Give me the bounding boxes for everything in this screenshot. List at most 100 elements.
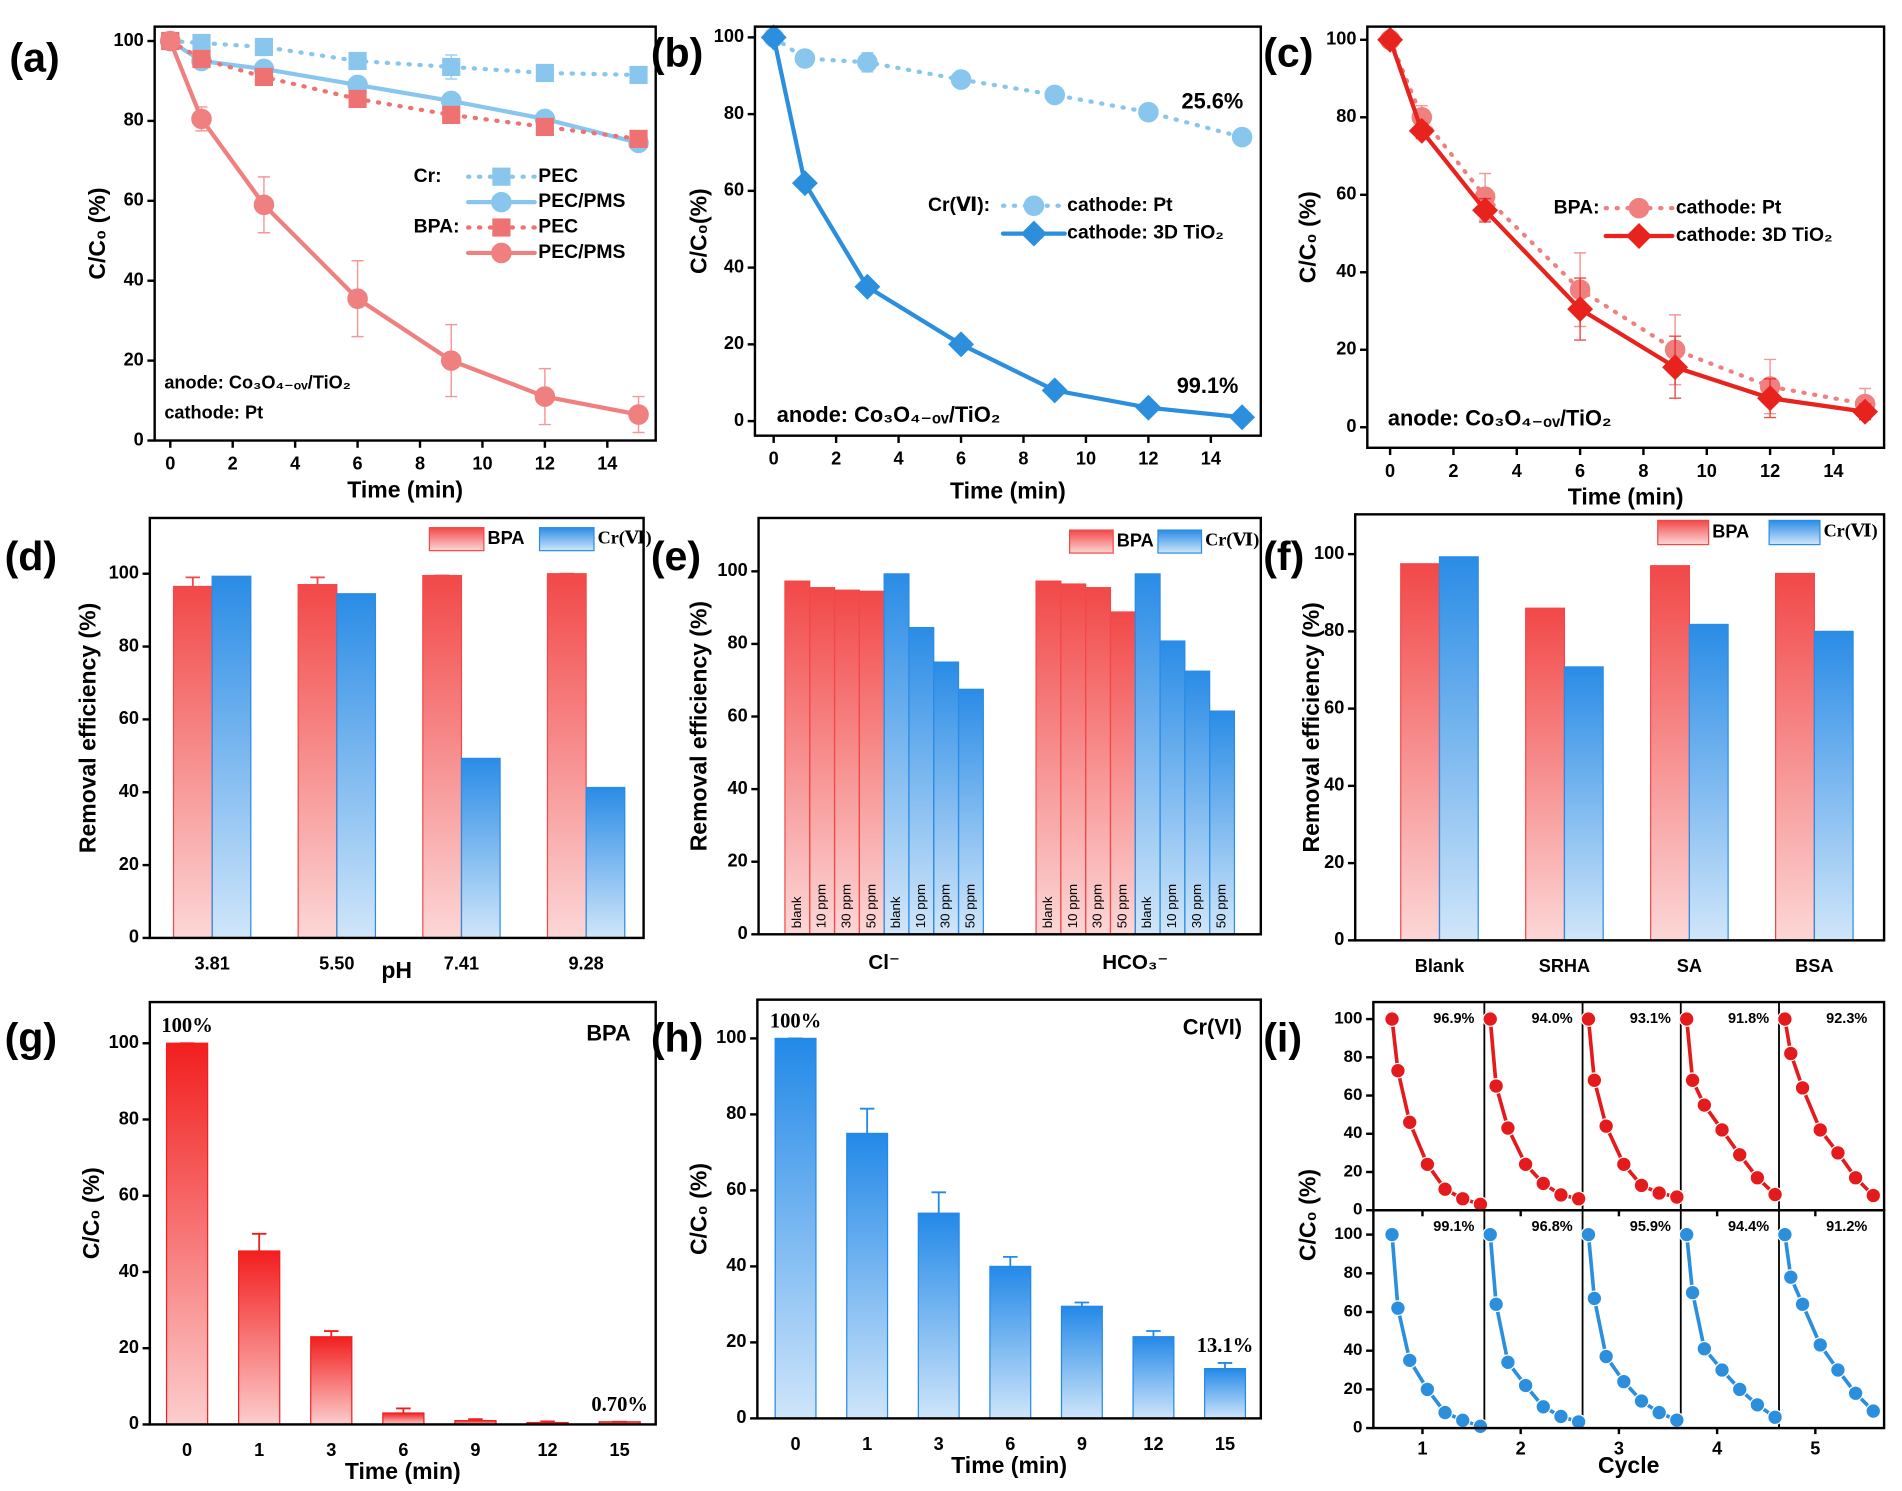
y-tick-label: 80: [1336, 106, 1356, 126]
cycle-point: [1767, 1409, 1783, 1426]
y-tick-label: 100: [109, 1032, 139, 1052]
x-tick-label: 8: [1638, 461, 1648, 481]
cycle-point: [1553, 1408, 1569, 1425]
annotation: anode: Co₃O₄₋ₒᵥ/TiO₂: [1388, 406, 1612, 431]
cycle-label: 94.4%: [1728, 1219, 1769, 1235]
x-tick-label: 2: [1516, 1439, 1526, 1459]
x-axis-label: Time (min): [951, 1452, 1067, 1478]
bar: [297, 584, 338, 939]
bar: [165, 1042, 209, 1426]
cycle-point: [1437, 1181, 1453, 1198]
cycle-point: [1598, 1348, 1615, 1365]
x-tick-label: 9: [1077, 1434, 1087, 1454]
bar: [1650, 565, 1690, 941]
x-tick-label: SRHA: [1539, 956, 1590, 976]
plot-frame: [148, 516, 645, 940]
cycle-point: [1794, 1296, 1811, 1313]
y-tick-label: 60: [1336, 184, 1356, 204]
annotation: anode: Co₃O₄₋ₒᵥ/TiO₂: [164, 372, 350, 392]
bar-sub-label: 10 ppm: [913, 884, 928, 928]
bar: [336, 593, 377, 939]
cycle-point: [1668, 1189, 1685, 1205]
panel-label: (e): [651, 533, 701, 579]
plot-frame: [148, 1000, 657, 1426]
marker: [1408, 117, 1435, 144]
bar: [774, 1037, 817, 1419]
x-tick-label: 4: [290, 454, 300, 474]
cycle-label: 95.9%: [1630, 1219, 1671, 1235]
y-tick-label: 20: [124, 349, 144, 369]
cycle-line: [1783, 1018, 1875, 1197]
cycle-line: [1390, 1018, 1481, 1207]
bar-sub-label: 50 ppm: [1114, 884, 1129, 928]
panel-label: (b): [651, 30, 704, 76]
x-tick-label: 6: [398, 1440, 408, 1460]
bar-sub-label: blank: [888, 896, 903, 928]
legend-swatch: [1068, 529, 1114, 554]
marker: [1852, 398, 1879, 425]
cycle-point: [1517, 1156, 1534, 1173]
marker: [1231, 126, 1253, 148]
y-tick-label: 80: [724, 103, 744, 123]
value-label: 0.70%: [591, 1394, 648, 1416]
y-axis-label: C/C₀ (%): [84, 188, 110, 280]
cycle-label: 94.0%: [1532, 1011, 1573, 1027]
y-tick-label: 100: [1314, 543, 1344, 563]
legend-label: Cr(Ⅵ): [1205, 530, 1259, 551]
y-tick-label: 100: [1326, 29, 1356, 49]
marker: [1757, 385, 1784, 412]
y-tick-label: 20: [726, 1331, 746, 1351]
legend-label: BPA: [1712, 521, 1749, 541]
bar: [1400, 563, 1441, 941]
x-tick-label: 10: [472, 454, 492, 474]
x-tick-label: 10: [1076, 449, 1096, 469]
x-tick-label: 6: [353, 454, 363, 474]
x-tick-label: 3: [934, 1434, 944, 1454]
cycle-point: [1714, 1122, 1730, 1138]
cycle-line: [1586, 1234, 1678, 1422]
y-tick-label: 20: [119, 854, 139, 874]
bar: [858, 590, 885, 935]
bar: [1209, 710, 1236, 935]
marker: [442, 57, 461, 77]
legend-label: PEC/PMS: [538, 190, 625, 212]
x-tick-label: 3: [1614, 1439, 1624, 1459]
plot-frame: [1372, 1000, 1886, 1212]
y-tick-label: 40: [726, 1255, 746, 1275]
legend-label: cathode: 3D TiO₂: [1676, 224, 1833, 246]
legend-label: PEC/PMS: [538, 241, 625, 263]
marker: [535, 117, 554, 136]
bar-sub-label: 30 ppm: [1189, 884, 1204, 928]
bar: [933, 661, 960, 935]
bar-sub-label: 30 ppm: [838, 884, 853, 928]
marker: [254, 37, 274, 57]
x-tick-label: 14: [1201, 449, 1221, 469]
cycle-label: 96.8%: [1532, 1219, 1573, 1235]
bar: [1775, 572, 1815, 941]
y-tick-label: 80: [1344, 1047, 1363, 1066]
y-tick-label: 60: [724, 180, 744, 200]
y-axis-label: C/C₀ (%): [686, 1163, 712, 1255]
cycle-point: [1812, 1337, 1829, 1353]
y-tick-label: 80: [726, 1103, 746, 1123]
panel-label: (d): [5, 533, 58, 579]
cycle-point: [1472, 1196, 1489, 1213]
y-tick-label: 40: [1336, 261, 1356, 281]
plot-frame: [1366, 25, 1886, 449]
x-axis-label: Time (min): [1568, 484, 1684, 510]
bar: [1035, 580, 1062, 935]
x-tick-label: 0: [165, 454, 175, 474]
cycle-point: [1437, 1404, 1453, 1421]
plot-frame: [1372, 1209, 1886, 1430]
cycle-point: [1517, 1377, 1534, 1394]
y-tick-label: 40: [724, 256, 744, 276]
cycle-point: [1782, 1045, 1799, 1062]
cycle-point: [1586, 1290, 1603, 1307]
cycle-line: [1586, 1018, 1678, 1199]
x-tick-label: 4: [894, 449, 904, 469]
x-tick-label: 15: [1215, 1434, 1235, 1454]
cycle-point: [1696, 1340, 1713, 1357]
cycle-point: [1500, 1120, 1516, 1136]
legend-label: PEC: [538, 165, 578, 187]
y-tick-label: 0: [1353, 1200, 1362, 1219]
